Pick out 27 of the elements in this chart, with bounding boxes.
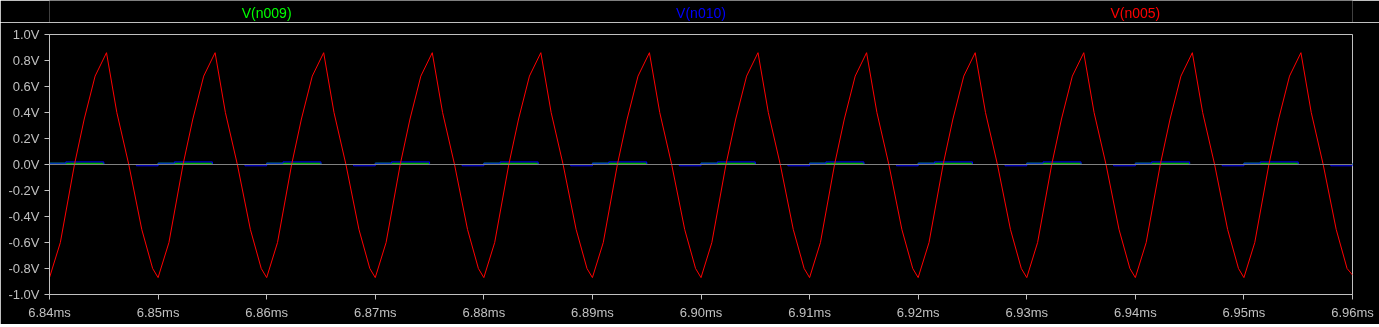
- y-tick-label: 0.2V: [12, 131, 40, 146]
- y-tick-label: 1.0V: [12, 27, 40, 42]
- x-tick-label: 6.85ms: [136, 304, 180, 320]
- x-tick-label: 6.86ms: [245, 304, 289, 320]
- y-tick-label: 0.4V: [12, 105, 40, 120]
- x-tick-label: 6.90ms: [679, 304, 723, 320]
- text: V(n005): [1110, 4, 1161, 21]
- x-tick-label: 6.96ms: [1331, 304, 1375, 320]
- y-tick-label: -0.8V: [8, 261, 40, 276]
- x-tick-label: 6.92ms: [896, 304, 940, 320]
- x-tick-label: 6.89ms: [571, 304, 615, 320]
- y-tick-label: -0.2V: [8, 183, 40, 198]
- y-tick-label: 0.6V: [12, 79, 40, 94]
- y-tick-label: -1.0V: [8, 287, 40, 302]
- y-tick-label: 0.8V: [12, 53, 40, 68]
- x-tick-label: 6.94ms: [1114, 304, 1158, 320]
- x-tick-label: 6.84ms: [28, 304, 72, 320]
- x-tick-label: 6.91ms: [788, 304, 832, 320]
- x-tick-label: 6.87ms: [353, 304, 398, 320]
- y-tick-label: -0.6V: [8, 235, 40, 250]
- x-tick-label: 6.88ms: [462, 304, 506, 320]
- x-tick-label: 6.95ms: [1222, 304, 1266, 320]
- text: V(n009): [241, 4, 292, 21]
- y-tick-label: -0.4V: [8, 209, 40, 224]
- y-tick-label: 0.0V: [12, 157, 40, 172]
- text: V(n010): [676, 4, 726, 21]
- x-tick-label: 6.93ms: [1005, 304, 1049, 320]
